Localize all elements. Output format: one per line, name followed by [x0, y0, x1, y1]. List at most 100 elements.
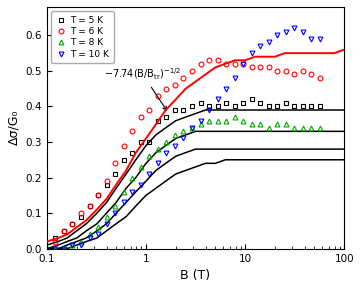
T = 5 K: [190, 105, 194, 108]
T = 5 K: [113, 172, 117, 176]
T = 5 K: [318, 105, 322, 108]
T = 6 K: [198, 62, 203, 66]
T = 5 K: [207, 105, 211, 108]
T = 5 K: [216, 105, 220, 108]
T = 5 K: [275, 105, 279, 108]
T = 8 K: [113, 204, 117, 208]
T = 8 K: [249, 123, 254, 126]
T = 10 K: [104, 222, 109, 225]
T = 6 K: [267, 66, 271, 69]
T = 8 K: [156, 147, 160, 151]
T = 10 K: [113, 211, 117, 215]
T = 10 K: [301, 30, 305, 34]
T = 8 K: [164, 140, 169, 144]
T = 10 K: [87, 236, 92, 240]
T = 10 K: [241, 62, 245, 66]
T = 6 K: [173, 84, 177, 87]
T = 10 K: [147, 172, 152, 176]
T = 10 K: [79, 243, 83, 247]
T = 10 K: [156, 162, 160, 165]
T = 6 K: [104, 179, 109, 183]
T = 6 K: [275, 69, 279, 73]
T = 10 K: [96, 233, 100, 236]
T = 8 K: [79, 240, 83, 243]
T = 8 K: [173, 133, 177, 137]
T = 8 K: [207, 119, 211, 123]
Line: T = 6 K: T = 6 K: [52, 58, 322, 244]
T = 5 K: [104, 183, 109, 186]
T = 8 K: [275, 123, 279, 126]
T = 8 K: [53, 247, 57, 250]
T = 6 K: [96, 194, 100, 197]
T = 5 K: [147, 140, 152, 144]
T = 10 K: [232, 76, 237, 80]
T = 6 K: [156, 94, 160, 97]
T = 6 K: [292, 73, 296, 76]
Y-axis label: Δσ/G₀: Δσ/G₀: [7, 110, 20, 145]
T = 10 K: [318, 37, 322, 41]
T = 10 K: [284, 30, 288, 34]
T = 5 K: [284, 101, 288, 105]
T = 6 K: [70, 222, 74, 225]
T = 8 K: [70, 243, 74, 247]
T = 5 K: [164, 115, 169, 119]
T = 5 K: [96, 194, 100, 197]
T = 8 K: [309, 126, 314, 129]
Legend: T = 5 K, T = 6 K, T = 8 K, T = 10 K: T = 5 K, T = 6 K, T = 8 K, T = 10 K: [51, 12, 114, 63]
T = 10 K: [275, 34, 279, 37]
T = 8 K: [284, 123, 288, 126]
T = 6 K: [224, 62, 229, 66]
T = 5 K: [292, 105, 296, 108]
T = 8 K: [62, 247, 66, 250]
T = 10 K: [122, 201, 126, 204]
T = 8 K: [104, 215, 109, 218]
T = 6 K: [164, 87, 169, 90]
T = 8 K: [224, 119, 229, 123]
T = 6 K: [207, 59, 211, 62]
T = 6 K: [301, 69, 305, 73]
T = 5 K: [79, 215, 83, 218]
T = 8 K: [241, 119, 245, 123]
T = 8 K: [216, 119, 220, 123]
T = 10 K: [216, 98, 220, 101]
X-axis label: B (T): B (T): [180, 269, 210, 282]
T = 8 K: [122, 190, 126, 194]
T = 6 K: [62, 229, 66, 233]
T = 6 K: [122, 144, 126, 147]
T = 10 K: [139, 183, 143, 186]
T = 10 K: [70, 243, 74, 247]
T = 6 K: [87, 204, 92, 208]
Text: $-7.74(\mathrm{B/B_{tr}})^{-1/2}$: $-7.74(\mathrm{B/B_{tr}})^{-1/2}$: [104, 67, 181, 110]
T = 6 K: [309, 73, 314, 76]
T = 8 K: [181, 129, 186, 133]
T = 10 K: [164, 151, 169, 154]
T = 10 K: [130, 190, 135, 194]
T = 5 K: [62, 229, 66, 233]
T = 6 K: [258, 66, 262, 69]
T = 5 K: [301, 105, 305, 108]
T = 8 K: [130, 176, 135, 179]
T = 10 K: [173, 144, 177, 147]
T = 5 K: [258, 101, 262, 105]
T = 5 K: [241, 101, 245, 105]
T = 5 K: [87, 204, 92, 208]
T = 10 K: [224, 87, 229, 90]
T = 6 K: [249, 66, 254, 69]
T = 8 K: [232, 115, 237, 119]
T = 5 K: [232, 105, 237, 108]
T = 5 K: [249, 98, 254, 101]
T = 6 K: [113, 162, 117, 165]
T = 8 K: [198, 123, 203, 126]
T = 8 K: [87, 233, 92, 236]
T = 8 K: [318, 126, 322, 129]
T = 10 K: [181, 137, 186, 140]
T = 5 K: [198, 101, 203, 105]
T = 10 K: [190, 126, 194, 129]
T = 5 K: [173, 108, 177, 112]
Line: T = 5 K: T = 5 K: [52, 97, 322, 240]
T = 6 K: [181, 76, 186, 80]
T = 5 K: [130, 151, 135, 154]
T = 8 K: [258, 123, 262, 126]
T = 6 K: [139, 115, 143, 119]
T = 6 K: [232, 62, 237, 66]
